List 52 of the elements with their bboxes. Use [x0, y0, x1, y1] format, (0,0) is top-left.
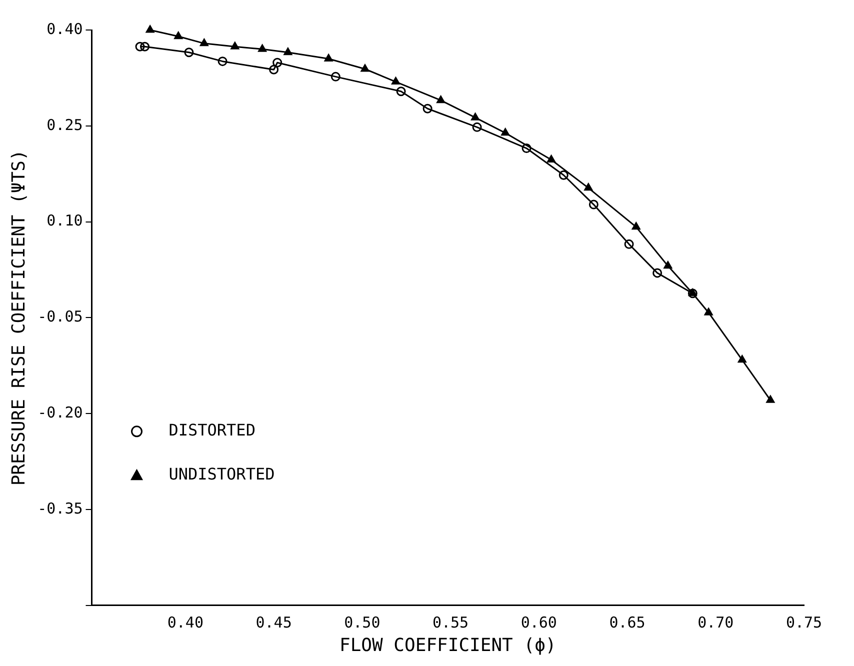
point: [269, 64, 279, 74]
x-tick-label: 0.55: [432, 613, 469, 632]
point: [396, 86, 406, 96]
point: [624, 239, 634, 249]
point: [471, 112, 480, 120]
point: [422, 104, 432, 114]
point: [588, 200, 598, 210]
point: [436, 96, 446, 104]
point: [472, 122, 482, 132]
y-tick-label: 0.10: [46, 212, 83, 230]
y-tick-label: 0.40: [46, 20, 83, 38]
point: [652, 268, 662, 278]
point: [766, 395, 775, 403]
x-tick-label: 0.60: [520, 613, 557, 632]
y-tick-label: -0.20: [38, 403, 83, 422]
point: [184, 48, 194, 58]
point: [501, 128, 510, 136]
x-tick-label: 0.50: [344, 613, 380, 632]
point: [174, 32, 183, 40]
point: [200, 38, 208, 46]
point: [360, 64, 370, 72]
point: [664, 261, 672, 269]
point: [218, 56, 228, 66]
point: [547, 155, 556, 163]
y-tick-label: -0.05: [38, 308, 83, 326]
x-tick-label: 0.70: [698, 613, 734, 632]
point: [324, 54, 333, 62]
point: [146, 25, 154, 33]
point: [140, 42, 150, 52]
x-tick-label: 0.45: [256, 613, 292, 632]
point: [632, 222, 640, 230]
x-tick-label: 0.65: [609, 613, 646, 632]
point: [738, 355, 746, 363]
point: [392, 77, 400, 85]
y-tick-label: -0.35: [38, 499, 83, 518]
y-tick-label: 0.25: [46, 116, 83, 134]
x-axis-title: FLOW COEFFICIENT (ϕ): [340, 634, 556, 656]
point: [135, 42, 145, 52]
point: [284, 48, 292, 56]
legend-label: DISTORTED: [168, 420, 256, 440]
x-tick-label: 0.75: [786, 613, 822, 632]
point: [584, 183, 593, 191]
legend-label: UNDISTORTED: [168, 464, 275, 484]
point: [522, 144, 532, 154]
point: [558, 170, 568, 180]
x-tick-label: 0.40: [167, 613, 204, 632]
point: [230, 42, 240, 50]
point: [330, 72, 340, 82]
point: [704, 308, 713, 316]
point: [258, 44, 267, 52]
point: [272, 58, 282, 68]
y-axis-title: PRESSURE RISE COEFFICIENT (ΨTS): [8, 150, 30, 486]
